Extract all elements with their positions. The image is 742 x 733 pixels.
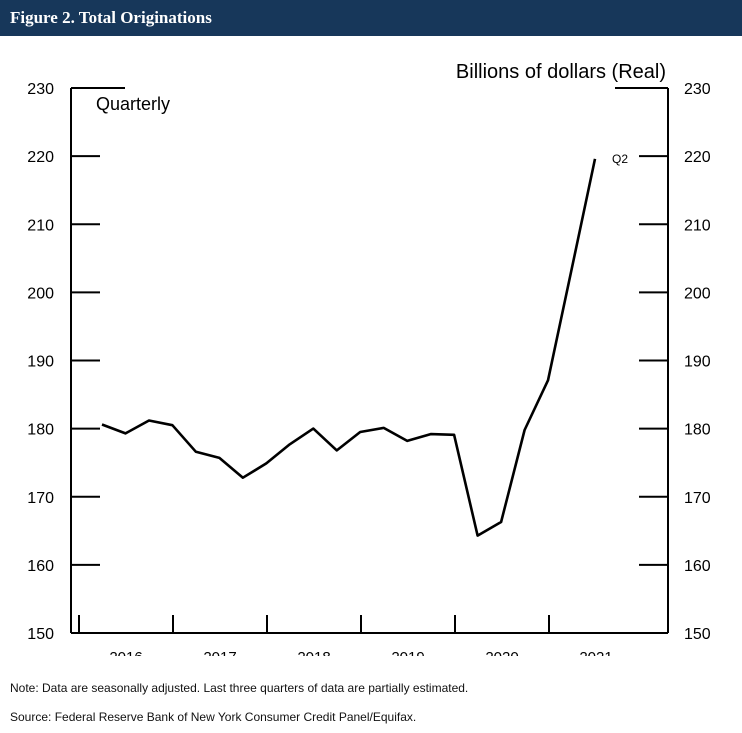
chart-source: Source: Federal Reserve Bank of New York… <box>10 710 417 724</box>
y-tick-label-left: 170 <box>27 490 54 507</box>
x-tick-label: 2018 <box>297 649 330 656</box>
y-tick-label-right: 170 <box>684 490 711 507</box>
y-tick-label-left: 230 <box>27 81 54 98</box>
x-tick-label: 2017 <box>203 649 236 656</box>
chart-note: Note: Data are seasonally adjusted. Last… <box>10 681 469 695</box>
series-line <box>101 158 597 537</box>
y-tick-label-left: 210 <box>27 217 54 234</box>
y-tick-label-left: 180 <box>27 422 54 439</box>
chart: 150 150 160 160 170 170 180 180 190 190 200 200 210 2… <box>27 61 711 656</box>
y-tick-label-right: 210 <box>684 217 711 234</box>
y-tick-label-left: 150 <box>27 626 54 643</box>
y-tick-label-right: 190 <box>684 354 711 371</box>
y-tick-label-right: 160 <box>684 558 711 575</box>
y-tick-label-right: 220 <box>684 149 711 166</box>
x-tick-label: 2019 <box>391 649 424 656</box>
y-tick-label-right: 150 <box>684 626 711 643</box>
x-tick-label: 2021 <box>579 649 612 656</box>
y-tick-label-right: 200 <box>684 285 711 302</box>
y-tick-label-left: 190 <box>27 354 54 371</box>
y-tick-label-left: 160 <box>27 558 54 575</box>
figure-title: Figure 2. Total Originations <box>0 0 742 36</box>
y-tick-label-left: 200 <box>27 285 54 302</box>
end-point-label: Q2 <box>612 152 628 166</box>
y-tick-label-right: 180 <box>684 422 711 439</box>
y-tick-label-right: 230 <box>684 81 711 98</box>
y-tick-label-left: 220 <box>27 149 54 166</box>
x-tick-label: 2020 <box>485 649 518 656</box>
y-axis-label: Billions of dollars (Real) <box>456 61 666 83</box>
frequency-label: Quarterly <box>96 94 170 114</box>
x-tick-label: 2016 <box>109 649 142 656</box>
